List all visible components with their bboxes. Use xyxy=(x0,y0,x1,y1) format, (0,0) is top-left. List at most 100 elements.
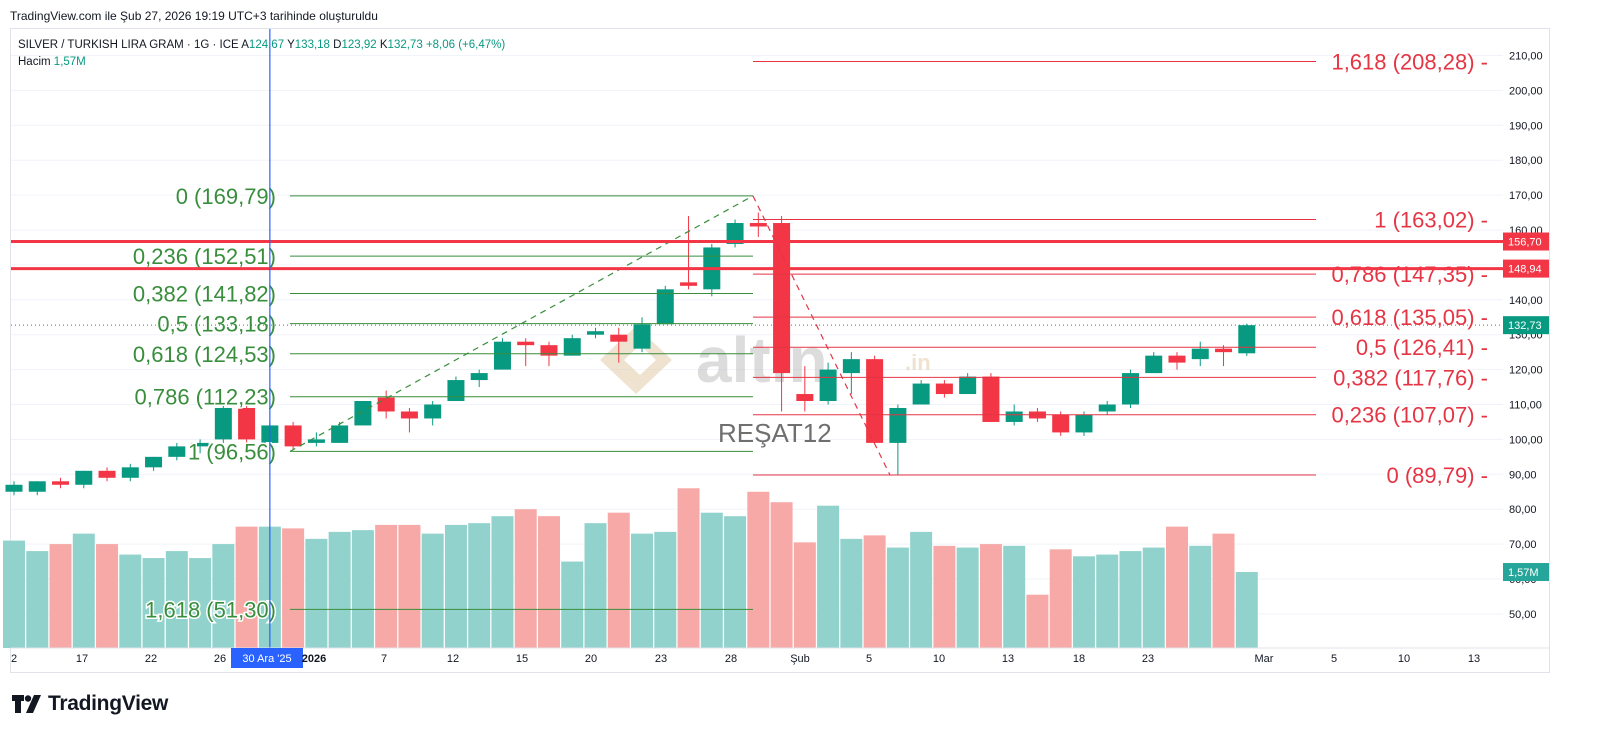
fib-up-label: 0,382 (141,82) xyxy=(133,281,276,306)
candle-body xyxy=(168,446,186,457)
fib-down-label: 0,382 (117,76) - xyxy=(1333,365,1488,390)
tradingview-brand[interactable]: TradingView xyxy=(12,690,168,718)
price-tick-label: 120,00 xyxy=(1509,365,1543,377)
candle-body xyxy=(377,397,395,412)
volume-bar xyxy=(1119,551,1142,648)
candle-body xyxy=(331,425,349,443)
volume-bar xyxy=(328,531,351,648)
crosshair-date-label: 30 Ara '25 xyxy=(242,653,291,665)
watermark: altin .in xyxy=(600,324,931,396)
candle-body xyxy=(1121,373,1139,405)
volume-value: 1,57M xyxy=(53,56,86,68)
fib-down-label: 0,236 (107,07) - xyxy=(1331,403,1488,428)
fib-down-label: 1,618 (208,28) - xyxy=(1331,50,1488,75)
watermark-logo-icon xyxy=(600,326,672,394)
candle-body xyxy=(749,223,767,227)
price-tag xyxy=(1503,563,1549,582)
crosshair-date-tag xyxy=(231,648,303,668)
candle-body xyxy=(400,411,418,419)
candle-body xyxy=(98,470,116,478)
volume-bar xyxy=(189,558,212,648)
candle-body xyxy=(75,470,93,485)
volume-bar xyxy=(235,526,258,648)
price-tick-label: 100,00 xyxy=(1509,434,1543,446)
low-label: D xyxy=(333,39,342,51)
fib-retracement-up: 0 (169,79) 0,236 (152,51) 0,382 (141,82) 0,… xyxy=(131,182,754,624)
price-tick-label: 140,00 xyxy=(1509,295,1543,307)
candle-body xyxy=(28,481,46,492)
candle-body xyxy=(1005,411,1023,422)
fib-up-label: 0,786 (112,23) xyxy=(135,385,276,410)
time-tick-label: Şub xyxy=(790,653,810,665)
time-axis: 2 17 22 26 30 Ara '25 2026 7 12 15 20 23 28 Şub 5 10 13… xyxy=(11,647,1549,668)
price-tick-label: 200,00 xyxy=(1509,85,1543,97)
candle-body xyxy=(1075,414,1093,433)
candle-body xyxy=(610,334,628,342)
candle-body xyxy=(1098,404,1116,412)
volume-bar xyxy=(212,544,235,648)
candle-body xyxy=(633,324,651,349)
fib-up-label: 0,618 (124,53) xyxy=(133,342,276,367)
candle-body xyxy=(517,341,535,346)
candle-body xyxy=(354,401,372,426)
volume-bar xyxy=(165,551,188,648)
candle-body xyxy=(726,223,744,244)
volume-bar xyxy=(468,523,491,648)
volume-bar xyxy=(537,516,560,648)
price-tag xyxy=(1503,259,1549,278)
volume-bar xyxy=(421,533,444,648)
volume-bar xyxy=(514,509,537,648)
volume-bar xyxy=(142,558,165,648)
price-axis-bg xyxy=(1503,29,1549,647)
time-tick-label: 10 xyxy=(1398,653,1410,665)
candle-body xyxy=(587,331,604,335)
volume-bar xyxy=(3,540,25,648)
price-tag-label: 156,70 xyxy=(1508,237,1542,249)
volume-bar xyxy=(1003,545,1026,648)
candle-body xyxy=(842,359,860,374)
volume-bar xyxy=(933,545,956,648)
volume-bar xyxy=(1142,547,1165,648)
price-tick-label: 110,00 xyxy=(1509,400,1542,412)
volume-bar xyxy=(910,531,933,648)
symbol-name[interactable]: SILVER / TURKISH LIRA GRAM · 1G · ICE xyxy=(18,39,239,51)
volume-bar xyxy=(1166,526,1188,648)
volume-bar xyxy=(119,554,142,648)
volume-bar xyxy=(747,491,770,648)
time-tick-label: 5 xyxy=(1331,653,1337,665)
candle-body xyxy=(52,481,70,485)
price-tick-label: 70,00 xyxy=(1509,539,1537,551)
time-tick-label: 5 xyxy=(866,653,872,665)
fib-down-label: 0,618 (135,05) - xyxy=(1331,305,1488,330)
candle-body xyxy=(866,359,884,443)
volume-bar xyxy=(49,544,72,648)
candle-body xyxy=(1168,355,1186,363)
brand-name: TradingView xyxy=(48,692,169,715)
time-tick-label: 12 xyxy=(447,653,459,665)
high-value: 133,18 xyxy=(294,39,330,51)
candle-body xyxy=(191,442,209,447)
fib-retracement-down: 1,618 (208,28) - 1 (163,02) - 0,786 (147,3… xyxy=(752,48,1490,490)
time-tick-label: 23 xyxy=(655,653,667,665)
chart-frame[interactable] xyxy=(10,28,1550,673)
volume-bar xyxy=(1096,554,1119,648)
volume-bar xyxy=(677,488,700,648)
volume-bar xyxy=(398,524,421,648)
time-tick-label: 2 xyxy=(11,653,17,665)
volume-bar xyxy=(282,528,305,648)
watermark-logo-text: altin xyxy=(696,324,828,396)
volume-legend[interactable]: Hacim 1,57M xyxy=(18,56,86,68)
candle-body xyxy=(284,425,302,447)
time-tick-label: 13 xyxy=(1002,653,1014,665)
volume-bar xyxy=(654,531,677,648)
time-tick-label: 22 xyxy=(145,653,157,665)
candle-body xyxy=(656,289,674,325)
fib-up-label: 0 (169,79) xyxy=(176,184,276,209)
fib-down-label: 0,786 (147,35) - xyxy=(1331,262,1488,287)
candle-body xyxy=(5,484,23,492)
candle-body xyxy=(540,345,558,356)
candle-body xyxy=(307,439,325,443)
volume-bar xyxy=(979,544,1002,648)
candle-body xyxy=(470,373,488,381)
